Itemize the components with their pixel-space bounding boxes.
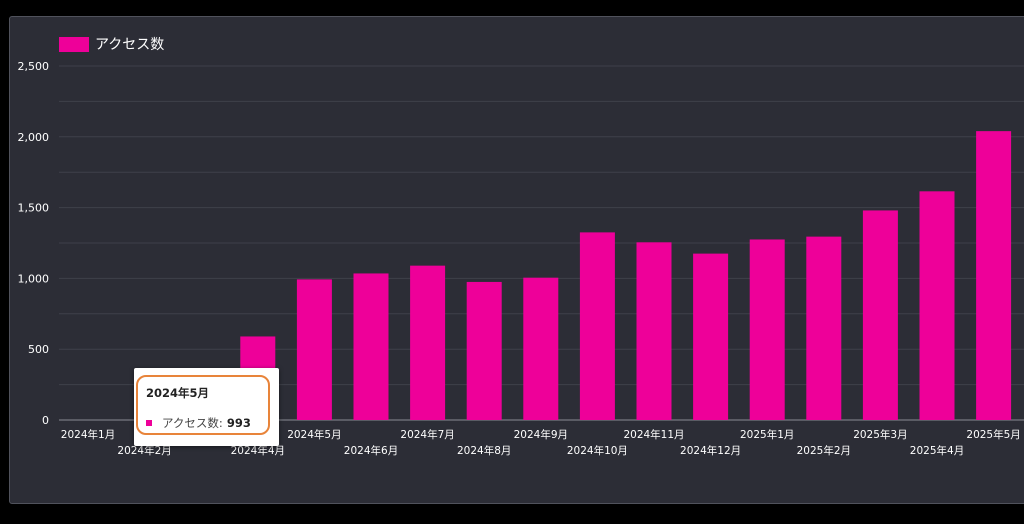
tooltip-highlight-ring <box>136 375 270 435</box>
tooltip-series-label: アクセス数: <box>162 416 223 430</box>
x-tick-label: 2024年6月 <box>344 444 398 457</box>
y-tick-label: 2,000 <box>18 131 50 144</box>
tooltip-value: 993 <box>226 416 251 430</box>
x-tick-label: 2024年4月 <box>231 444 285 457</box>
y-tick-label: 1,000 <box>18 272 50 285</box>
bar[interactable] <box>410 265 446 420</box>
x-tick-label: 2024年7月 <box>400 428 454 441</box>
y-tick-label: 2,500 <box>18 60 50 73</box>
bar[interactable] <box>466 281 502 420</box>
x-tick-label: 2025年4月 <box>910 444 964 457</box>
x-tick-label: 2024年1月 <box>61 428 115 441</box>
x-tick-label: 2024年11月 <box>623 428 684 441</box>
bar[interactable] <box>806 236 842 420</box>
tooltip-row: アクセス数: 993 <box>146 415 251 431</box>
tooltip-title: 2024年5月 <box>146 386 210 400</box>
chart-legend[interactable]: アクセス数 <box>59 34 164 54</box>
bar[interactable] <box>976 131 1012 421</box>
bar[interactable] <box>749 239 785 420</box>
legend-swatch <box>59 36 89 52</box>
x-tick-label: 2024年8月 <box>457 444 511 457</box>
tooltip-series-marker <box>146 420 152 426</box>
x-tick-label: 2024年2月 <box>117 444 171 457</box>
y-tick-label: 500 <box>28 343 49 356</box>
bar[interactable] <box>636 242 672 420</box>
legend-label: アクセス数 <box>95 37 165 53</box>
x-tick-label: 2025年3月 <box>853 428 907 441</box>
x-tick-label: 2025年5月 <box>966 428 1020 441</box>
x-tick-label: 2024年5月 <box>287 428 341 441</box>
bar[interactable] <box>862 210 898 420</box>
y-tick-label: 0 <box>42 414 49 427</box>
bar[interactable] <box>919 191 955 420</box>
x-tick-label: 2025年2月 <box>797 444 851 457</box>
bar[interactable] <box>693 253 729 420</box>
bar[interactable] <box>353 273 389 420</box>
x-tick-label: 2025年1月 <box>740 428 794 441</box>
y-tick-label: 1,500 <box>18 202 50 215</box>
bar[interactable] <box>579 232 615 420</box>
bar[interactable] <box>523 277 559 420</box>
x-tick-label: 2024年12月 <box>680 444 741 457</box>
bar[interactable] <box>296 279 332 420</box>
chart-tooltip: 2024年5月 アクセス数: 993 <box>134 368 279 446</box>
x-tick-label: 2024年9月 <box>514 428 568 441</box>
x-tick-label: 2024年10月 <box>567 444 628 457</box>
